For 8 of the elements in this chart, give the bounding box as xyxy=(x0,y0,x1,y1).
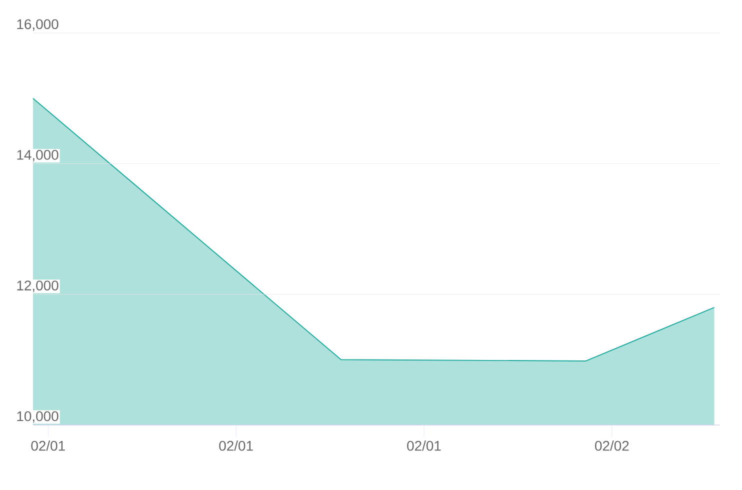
x-tick-label: 02/01 xyxy=(407,440,441,451)
y-tick-label: 16,000 xyxy=(17,19,58,31)
x-tick-label: 02/01 xyxy=(219,440,253,451)
x-tick-label: 02/01 xyxy=(31,440,65,451)
x-tick-label: 02/02 xyxy=(595,440,629,451)
y-tick-label: 10,000 xyxy=(17,411,58,423)
y-tick-label: 14,000 xyxy=(17,150,58,162)
y-tick-label: 12,000 xyxy=(17,280,58,292)
